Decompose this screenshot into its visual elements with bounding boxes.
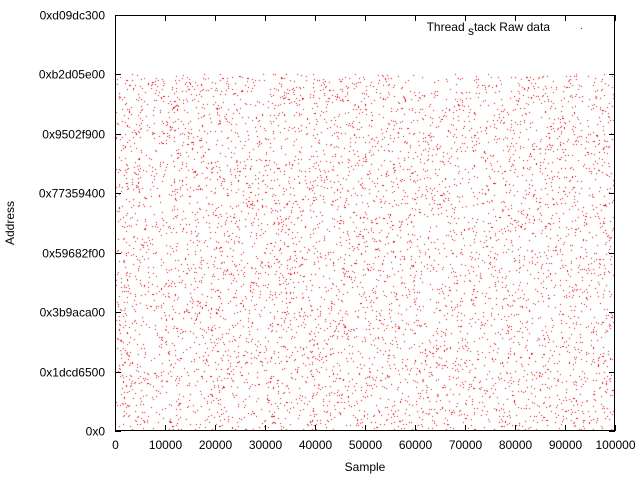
y-tick-label-4: 0x77359400 [39, 187, 105, 201]
x-tick-label-9: 90000 [549, 438, 583, 452]
x-tick-label-6: 60000 [399, 438, 433, 452]
x-tick-label-0: 0 [112, 438, 119, 452]
legend: Thread stack Raw data [427, 20, 582, 38]
y-tick-label-2: 0x3b9aca00 [40, 306, 106, 320]
legend-marker [581, 28, 582, 29]
plot-border [115, 15, 615, 431]
y-axis-ticks: 0x0 0x1dcd6500 0x3b9aca00 0x59682f00 0x77359… [39, 9, 615, 439]
x-tick-label-8: 80000 [499, 438, 533, 452]
x-tick-label-4: 40000 [299, 438, 333, 452]
legend-label-part-2: s [468, 24, 474, 38]
x-tick-label-7: 70000 [449, 438, 483, 452]
x-axis-ticks: 0 10000 20000 30000 40000 50000 60000 70000 8000… [112, 15, 636, 452]
y-tick-label-3: 0x59682f00 [42, 247, 105, 261]
x-tick-label-5: 50000 [349, 438, 383, 452]
y-tick-label-6: 0xb2d05e00 [39, 68, 105, 82]
legend-label-part-1: Thread [427, 20, 468, 34]
y-tick-label-7: 0xd09dc300 [40, 9, 106, 23]
legend-label-part-3: tack Raw data [474, 20, 550, 34]
legend-label: Thread stack Raw data [427, 20, 551, 38]
x-tick-label-1: 10000 [149, 438, 183, 452]
x-tick-label-3: 30000 [249, 438, 283, 452]
x-tick-label-10: 100000 [595, 438, 635, 452]
scatter-plot-area [115, 15, 615, 431]
y-tick-label-5: 0x9502f900 [42, 128, 105, 142]
y-tick-label-0: 0x0 [86, 425, 106, 439]
y-axis-label: Address [3, 201, 17, 245]
y-tick-label-1: 0x1dcd6500 [40, 366, 106, 380]
x-tick-label-2: 20000 [199, 438, 233, 452]
x-axis-label: Sample [345, 460, 386, 474]
